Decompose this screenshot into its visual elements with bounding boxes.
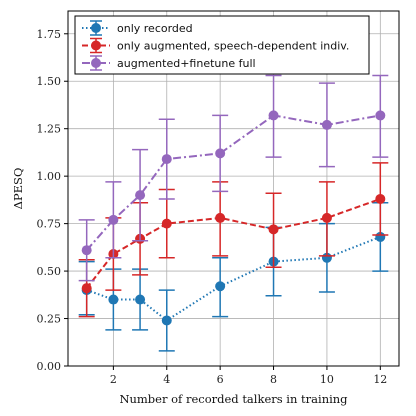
y-tick-label: 1.75 — [37, 28, 62, 41]
data-point — [268, 110, 279, 121]
x-axis-label: Number of recorded talkers in training — [119, 392, 348, 406]
legend-marker — [91, 23, 101, 33]
legend-marker — [91, 58, 101, 68]
data-point — [268, 224, 279, 235]
legend-marker — [91, 40, 101, 51]
plot-frame — [67, 10, 400, 367]
data-point — [161, 315, 172, 326]
x-tick-label: 6 — [217, 373, 224, 386]
data-point — [135, 190, 146, 201]
data-point — [321, 119, 332, 130]
data-point — [375, 193, 386, 204]
y-tick-label: 1.50 — [37, 75, 62, 88]
legend-label: only augmented, speech-dependent indiv. — [117, 40, 349, 53]
legend-label: augmented+finetune full — [117, 57, 256, 70]
plot-series — [78, 74, 389, 352]
x-tick-label: 4 — [163, 373, 170, 386]
axis-ticks: 2 4 6 8 10 12 0.00 0.25 0.50 0.75 1.00 1.25 1.50 1.75 — [37, 28, 388, 386]
series-1 — [78, 201, 389, 352]
y-tick-label: 1.00 — [37, 170, 62, 183]
legend-entry-2: only augmented, speech-dependent indiv. — [82, 37, 349, 54]
y-tick-label: 0.25 — [37, 313, 62, 326]
legend-entry-3: augmented+finetune full — [82, 55, 256, 71]
data-point — [215, 281, 226, 292]
data-point — [135, 294, 146, 305]
y-tick-label: 0.00 — [37, 360, 62, 373]
x-tick-label: 12 — [373, 373, 387, 386]
data-point — [81, 245, 92, 256]
legend-box — [74, 15, 370, 75]
data-point — [215, 148, 226, 159]
data-point — [215, 212, 226, 223]
legend-label: only recorded — [117, 22, 193, 35]
y-tick-label: 0.50 — [37, 265, 62, 278]
data-point — [161, 218, 172, 229]
legend-entry-1: only recorded — [82, 20, 193, 36]
data-point — [161, 154, 172, 165]
legend: only recorded only augmented, speech-depe… — [74, 15, 370, 75]
x-tick-label: 10 — [320, 373, 334, 386]
data-point — [375, 110, 386, 121]
x-tick-label: 2 — [110, 373, 117, 386]
data-point — [108, 214, 119, 225]
y-axis-label: ΔPESQ — [11, 168, 25, 210]
x-tick-label: 8 — [270, 373, 277, 386]
data-point — [108, 294, 119, 305]
series-line — [85, 114, 381, 251]
data-point — [321, 212, 332, 223]
series-3 — [78, 74, 389, 282]
y-tick-label: 1.25 — [37, 123, 62, 136]
data-point — [81, 283, 92, 294]
series-line — [85, 197, 381, 289]
y-tick-label: 0.75 — [37, 218, 62, 231]
